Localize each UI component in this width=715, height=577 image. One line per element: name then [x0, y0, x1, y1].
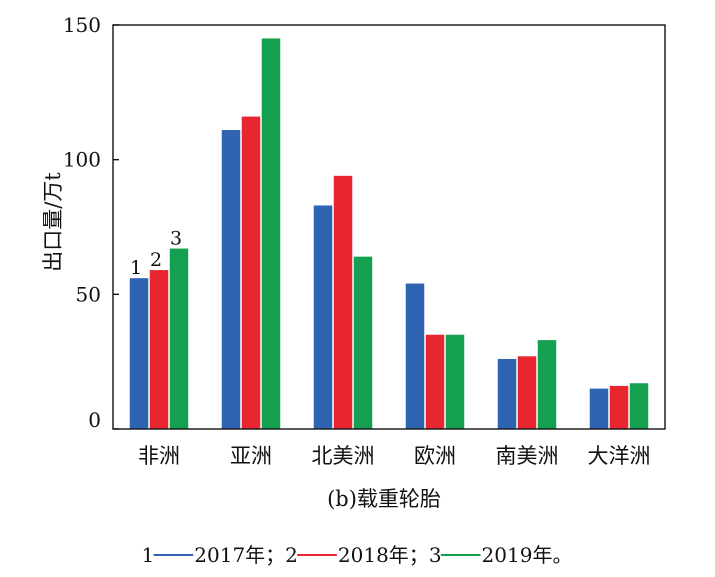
bar-4-series-1: [405, 283, 425, 429]
bar-5-series-1: [497, 358, 517, 429]
bar-6-series-3: [629, 383, 649, 429]
bar-5-series-3: [537, 340, 557, 429]
y-axis-label: 出口量/万t: [41, 172, 65, 272]
series-number-label: 2: [150, 249, 162, 271]
bar-1-series-1: [129, 278, 149, 429]
bar-6-series-2: [609, 385, 629, 429]
plot-area: [129, 38, 649, 430]
bar-1-series-3: [169, 248, 189, 429]
y-tick-label: 50: [76, 282, 101, 306]
bar-3-series-2: [333, 175, 353, 429]
x-tick-label: 非洲: [138, 444, 180, 468]
labels: 1 23 非洲 亚洲 北美洲 欧洲 南美洲 大洋洲 0 50 100 150: [63, 13, 651, 468]
bar-6-series-1: [589, 388, 609, 429]
x-tick-label: 欧洲: [414, 444, 456, 468]
bar-4-series-2: [425, 334, 445, 429]
series-number-label: 3: [170, 228, 182, 250]
legend-note-text: 1 2017年；2 2018年；3 2019年。: [142, 543, 573, 567]
bar-3-series-3: [353, 256, 373, 429]
bar-3-series-1: [313, 205, 333, 429]
bar-2-series-3: [261, 38, 281, 429]
plot-border: [112, 24, 666, 430]
bar-2-series-2: [241, 116, 261, 429]
x-tick-label: 大洋洲: [588, 444, 651, 468]
legend-note: 1 2017年；2 2018年；3 2019年。: [142, 543, 573, 567]
y-tick-label: 0: [88, 408, 101, 432]
x-tick-label: 亚洲: [230, 444, 272, 468]
x-tick-label: 南美洲: [496, 444, 559, 468]
chart-caption: (b)载重轮胎: [327, 487, 441, 511]
bar-5-series-2: [517, 356, 537, 429]
y-tick-label: 150: [63, 13, 101, 37]
x-tick-label: 北美洲: [312, 444, 375, 468]
bar-1-series-2: [149, 270, 169, 429]
series-number-label: 1: [130, 257, 142, 279]
y-tick-label: 100: [63, 148, 101, 172]
axes-frame: [112, 24, 666, 430]
bar-2-series-1: [221, 130, 241, 430]
bar-4-series-3: [445, 334, 465, 429]
